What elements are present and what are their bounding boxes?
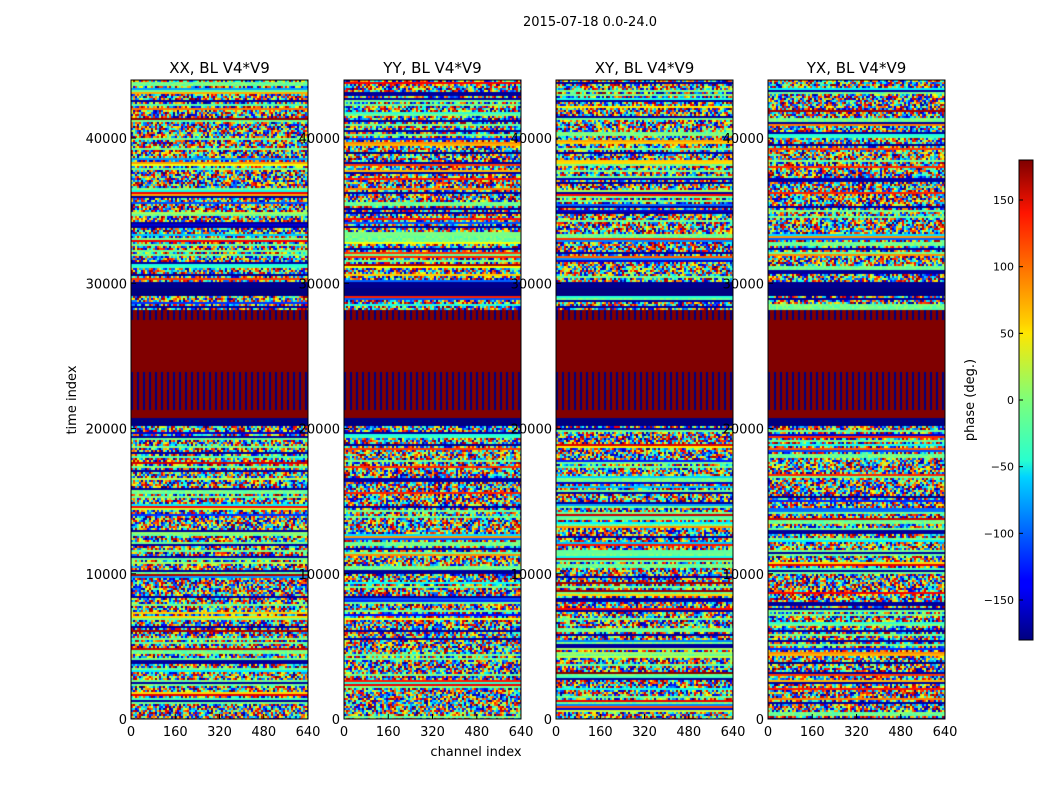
y-tick-label: 0 — [119, 713, 127, 728]
y-tick-label: 40000 — [723, 132, 764, 147]
panels: XX, BL V4*V9 0 160 320 480 640 0 10000 20000 3000… — [86, 59, 958, 740]
y-tick-label: 20000 — [86, 423, 127, 438]
x-tick-label: 320 — [632, 725, 657, 740]
x-tick-label: 0 — [340, 725, 348, 740]
x-tick-label: 320 — [207, 725, 232, 740]
x-tick-label: 160 — [376, 725, 401, 740]
colorbar: −150 −100 −50 0 50 100 150 — [984, 159, 1034, 641]
x-tick-label: 0 — [127, 725, 135, 740]
x-tick-label: 480 — [676, 725, 701, 740]
colorbar-tick-label: −50 — [991, 461, 1014, 474]
x-tick-label: 0 — [764, 725, 772, 740]
y-tick-label: 0 — [544, 713, 552, 728]
heatmap-image-3 — [556, 80, 733, 719]
colorbar-label: phase (deg.) — [963, 359, 978, 441]
x-tick-label: 480 — [888, 725, 913, 740]
x-tick-label: 0 — [552, 725, 560, 740]
colorbar-tick-label: 150 — [993, 194, 1014, 207]
panel-title: XY, BL V4*V9 — [595, 59, 695, 77]
y-tick-label: 30000 — [723, 277, 764, 292]
y-tick-label: 10000 — [723, 568, 764, 583]
x-tick-label: 640 — [933, 725, 958, 740]
y-tick-label: 30000 — [299, 277, 340, 292]
panel-3: XY, BL V4*V9 0 160 320 480 640 0 10000 20000 3000… — [511, 59, 746, 740]
x-tick-label: 160 — [588, 725, 613, 740]
x-tick-label: 480 — [464, 725, 489, 740]
panel-1: XX, BL V4*V9 0 160 320 480 640 0 10000 20000 3000… — [86, 59, 321, 740]
colorbar-tick-label: −150 — [984, 594, 1014, 607]
x-tick-label: 320 — [420, 725, 445, 740]
panel-title: YY, BL V4*V9 — [382, 59, 481, 77]
y-axis-label: time index — [65, 365, 80, 434]
panel-title: XX, BL V4*V9 — [169, 59, 270, 77]
y-tick-label: 10000 — [299, 568, 340, 583]
x-tick-label: 320 — [844, 725, 869, 740]
y-tick-label: 30000 — [86, 277, 127, 292]
panel-2: YY, BL V4*V9 0 160 320 480 640 0 10000 20000 3000… — [299, 59, 534, 740]
y-tick-label: 10000 — [86, 568, 127, 583]
y-tick-label: 10000 — [511, 568, 552, 583]
y-tick-label: 20000 — [723, 423, 764, 438]
heatmap-image-1 — [131, 80, 308, 719]
y-tick-label: 40000 — [86, 132, 127, 147]
y-tick-label: 30000 — [511, 277, 552, 292]
colorbar-tick-label: 100 — [993, 261, 1014, 274]
y-tick-label: 20000 — [511, 423, 552, 438]
y-tick-label: 0 — [756, 713, 764, 728]
colorbar-tick-label: −100 — [984, 527, 1014, 540]
x-tick-label: 160 — [163, 725, 188, 740]
y-tick-label: 40000 — [299, 132, 340, 147]
x-axis-label: channel index — [430, 745, 521, 760]
x-tick-label: 640 — [721, 725, 746, 740]
x-tick-label: 640 — [509, 725, 534, 740]
panel-4: YX, BL V4*V9 0 160 320 480 640 0 10000 20000 3000… — [723, 59, 958, 740]
colorbar-tick-label: 50 — [1000, 327, 1014, 340]
panel-title: YX, BL V4*V9 — [806, 59, 907, 77]
heatmap-image-4 — [768, 80, 945, 719]
x-tick-label: 640 — [296, 725, 321, 740]
y-tick-label: 0 — [332, 713, 340, 728]
x-tick-label: 160 — [800, 725, 825, 740]
colorbar-tick-label: 0 — [1007, 394, 1014, 407]
y-tick-label: 20000 — [299, 423, 340, 438]
figure-title: 2015-07-18 0.0-24.0 — [523, 15, 657, 30]
heatmap-image-2 — [344, 80, 521, 719]
y-tick-label: 40000 — [511, 132, 552, 147]
x-tick-label: 480 — [251, 725, 276, 740]
